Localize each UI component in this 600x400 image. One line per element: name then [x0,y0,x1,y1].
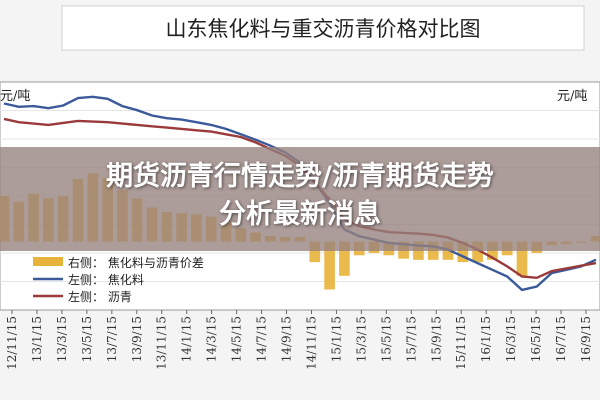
legend-label: 左侧： 沥青 [68,289,132,304]
x-tick-label: 13/11/15 [155,316,169,370]
chart-title: 山东焦化料与重交沥青价格对比图 [166,17,481,41]
x-tick-label: 14/5/15 [230,316,244,362]
legend-label: 右侧： 焦化料与沥青价差 [68,255,204,270]
x-tick-label: 16/5/15 [529,316,543,362]
x-tick-label: 15/11/15 [454,316,468,370]
x-tick-label: 15/9/15 [429,316,443,362]
legend-swatch [33,257,63,266]
overlay-banner [0,147,600,251]
right-unit-label: 元/吨 [557,89,587,104]
x-tick-label: 16/7/15 [554,316,568,362]
x-tick-label: 14/7/15 [255,316,269,362]
banner-line-1: 期货沥青行情走势/沥青期货走势 [106,161,494,192]
x-tick-label: 13/1/15 [30,316,44,362]
x-tick-label: 12/11/15 [5,316,19,370]
spread-bar [324,241,335,290]
spread-bar [516,241,528,276]
spread-bar [472,241,483,263]
left-unit-label: 元/吨 [0,89,30,104]
x-tick-label: 15/5/15 [379,316,393,362]
spread-bar [339,241,350,276]
banner-line-2: 分析最新消息 [219,199,381,230]
x-tick-label: 13/3/15 [55,316,69,362]
x-tick-label: 16/3/15 [504,316,518,362]
x-axis-ticks: 12/11/15 13/1/15 13/3/15 13/5/15 13/7/15 13/9… [5,310,593,370]
x-tick-label: 16/9/15 [579,316,593,362]
x-tick-label: 14/1/15 [180,316,194,362]
title-box [61,5,585,51]
banner-text: 期货沥青行情走势/沥青期货走势 分析最新消息 [0,158,600,234]
x-tick-label: 14/11/15 [304,316,318,370]
x-tick-label: 13/9/15 [130,316,144,362]
spread-bar [309,241,321,263]
spread-bar [457,241,469,263]
x-tick-label: 13/7/15 [105,316,119,362]
x-tick-label: 14/3/15 [205,316,219,362]
x-tick-label: 14/9/15 [280,316,294,362]
x-tick-label: 16/1/15 [479,316,493,362]
x-tick-label: 13/5/15 [80,316,94,362]
x-tick-label: 15/1/15 [329,316,343,362]
legend-label: 左侧： 焦化料 [68,272,144,287]
x-tick-label: 15/7/15 [404,316,418,362]
x-tick-label: 15/3/15 [354,316,368,362]
